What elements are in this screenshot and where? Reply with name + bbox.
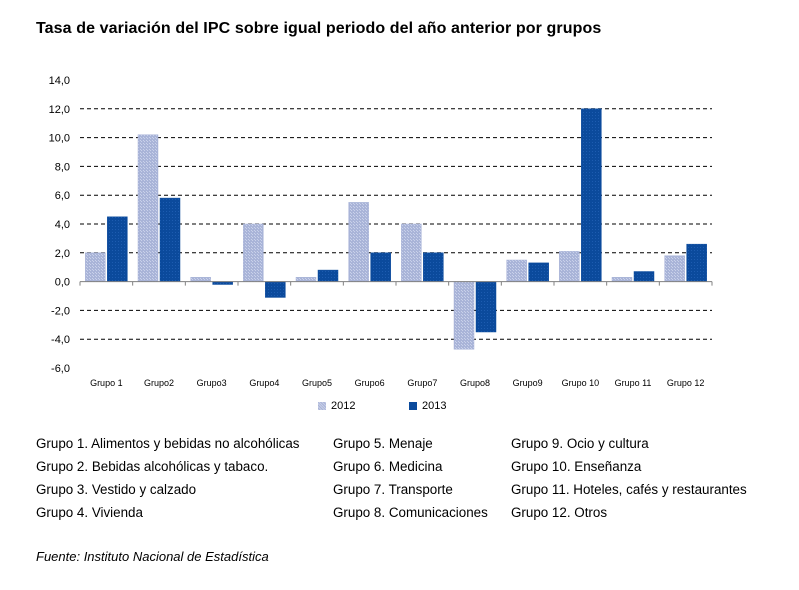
bar-2012-4 [243, 223, 264, 282]
legend-swatch-2012 [318, 402, 326, 410]
legend-item-2013: 2013 [409, 400, 446, 412]
x-tick-label: Grupo2 [144, 378, 174, 388]
bar-2012-11 [611, 277, 633, 282]
y-tick-label: 0,0 [55, 277, 70, 289]
bar-2012-8 [453, 281, 475, 350]
x-tick-label: Grupo3 [197, 378, 227, 388]
bar-2012-1 [85, 252, 106, 282]
bar-2013-4 [265, 281, 286, 298]
y-tick-label: 14,0 [49, 75, 70, 87]
bar-2013-9 [528, 262, 549, 282]
legend-label-2012: 2012 [331, 400, 356, 412]
group-legend-item: Grupo 4. Vivienda [36, 505, 143, 520]
bar-2012-9 [506, 259, 527, 282]
group-legend-item: Grupo 7. Transporte [333, 482, 453, 497]
bar-2012-3 [190, 277, 211, 282]
bar-2013-12 [686, 243, 707, 282]
group-legend-item: Grupo 3. Vestido y calzado [36, 482, 197, 497]
y-tick-label: 10,0 [49, 133, 70, 145]
y-tick-label: 12,0 [49, 104, 70, 116]
x-tick-label: Grupo9 [513, 378, 543, 388]
bar-2013-7 [423, 252, 444, 282]
x-tick-label: Grupo7 [407, 378, 437, 388]
group-list-column-1: Grupo 1. Alimentos y bebidas no alcohóli… [36, 432, 300, 524]
legend-swatch-2013 [409, 402, 417, 410]
bar-2013-5 [317, 269, 339, 282]
bar-2013-11 [633, 271, 655, 282]
bar-2013-8 [475, 281, 497, 333]
x-tick-label: Grupo 11 [615, 378, 652, 388]
y-tick-label: -4,0 [51, 334, 70, 346]
bar-chart: 14,012,010,08,06,04,02,00,0-2,0-4,0-6,0 … [49, 75, 713, 388]
group-legend-item: Grupo 9. Ocio y cultura [511, 436, 649, 451]
group-legend-item: Grupo 10. Enseñanza [511, 459, 642, 474]
x-tick-label: Grupo8 [460, 378, 490, 388]
bar-2013-2 [159, 197, 181, 282]
group-legend-item: Grupo 11. Hoteles, cafés y restaurantes [511, 482, 747, 497]
x-tick-label: Grupo 10 [562, 378, 600, 388]
bar-2013-10 [581, 108, 602, 282]
legend-label-2013: 2013 [422, 400, 447, 412]
legend-item-2012: 2012 [318, 400, 355, 412]
x-tick-label: Grupo 1 [90, 378, 123, 388]
y-tick-label: -2,0 [51, 305, 70, 317]
bar-2013-1 [107, 216, 128, 282]
bar-2012-10 [559, 251, 580, 282]
y-tick-label: 6,0 [55, 190, 70, 202]
x-tick-label: Grupo 12 [667, 378, 705, 388]
group-legend-item: Grupo 1. Alimentos y bebidas no alcohóli… [36, 436, 300, 451]
group-legend-item: Grupo 8. Comunicaciones [333, 505, 488, 520]
chart-title: Tasa de variación del IPC sobre igual pe… [36, 20, 602, 37]
x-axis [79, 281, 713, 286]
y-tick-label: -6,0 [51, 363, 70, 375]
y-axis-ticks: 14,0 12,0 10,0 8,0 6,0 4,0 2,0 0,0 -2,0 -4,0 -6,0 [49, 75, 70, 375]
y-tick-label: 4,0 [55, 219, 70, 231]
bar-2012-2 [137, 134, 159, 282]
source-note: Fuente: Instituto Nacional de Estadístic… [36, 549, 269, 564]
bar-2013-6 [370, 252, 391, 282]
y-tick-label: 8,0 [55, 161, 70, 173]
x-tick-label: Grupo4 [249, 378, 279, 388]
group-list-column-3: Grupo 9. Ocio y cultura Grupo 10. Enseña… [511, 432, 747, 524]
bar-2012-7 [401, 223, 422, 282]
group-list-column-2: Grupo 5. Menaje Grupo 6. Medicina Grupo … [333, 432, 488, 524]
group-legend-item: Grupo 5. Menaje [333, 436, 433, 451]
x-axis-labels: Grupo 1 Grupo2 Grupo3 Grupo4 Grupo5 Grupo6 Gru… [90, 378, 704, 388]
bar-2012-5 [295, 277, 317, 282]
x-tick-label: Grupo6 [355, 378, 385, 388]
gridlines [80, 108, 712, 340]
bars [85, 108, 707, 350]
group-legend-item: Grupo 2. Bebidas alcohólicas y tabaco. [36, 459, 269, 474]
bar-2012-12 [664, 255, 685, 282]
group-legend-item: Grupo 12. Otros [511, 505, 608, 520]
x-tick-label: Grupo5 [302, 378, 332, 388]
group-legend-item: Grupo 6. Medicina [333, 459, 443, 474]
y-tick-label: 2,0 [55, 248, 70, 260]
bar-2012-6 [348, 202, 369, 282]
